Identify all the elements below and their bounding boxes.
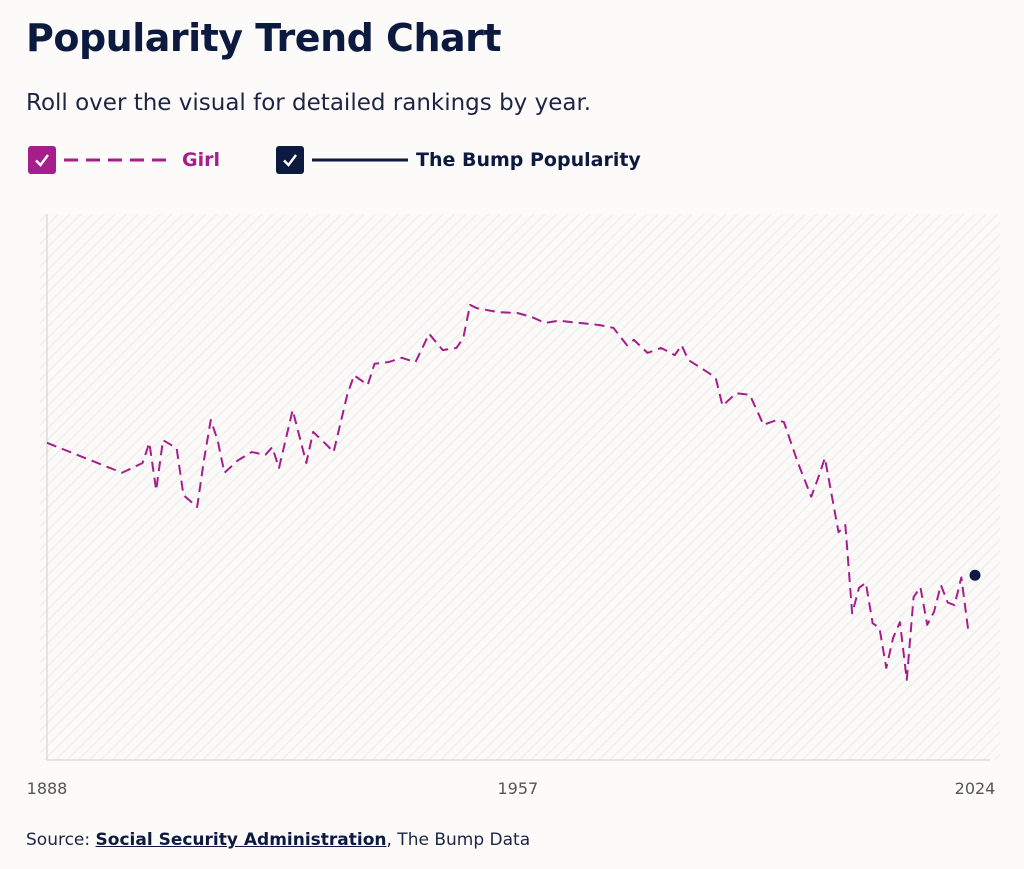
checkmark-icon	[283, 154, 297, 167]
checkmark-icon	[35, 154, 49, 167]
legend-label: Girl	[182, 149, 220, 171]
legend-dashed-line	[64, 158, 174, 162]
legend-item-girl[interactable]: Girl	[28, 146, 220, 174]
legend-solid-line	[312, 158, 408, 162]
checkbox-girl[interactable]	[28, 146, 56, 174]
legend-label: The Bump Popularity	[416, 149, 641, 171]
checkbox-bump-popularity[interactable]	[276, 146, 304, 174]
x-tick-label: 2024	[955, 779, 996, 798]
series-line-girl[interactable]	[46, 303, 970, 681]
source-suffix: , The Bump Data	[386, 830, 531, 850]
x-tick-label: 1888	[27, 779, 68, 798]
subtitle: Roll over the visual for detailed rankin…	[26, 90, 592, 116]
plot-area	[40, 214, 1000, 760]
legend-item-bump-popularity[interactable]: The Bump Popularity	[276, 146, 641, 174]
source-prefix: Source:	[26, 830, 96, 850]
chart[interactable]: 1888 1957 2024	[0, 0, 1024, 810]
series-point-the-bump-popularity[interactable]	[969, 569, 981, 581]
legend: Girl The Bump Popularity	[28, 146, 697, 174]
page-title: Popularity Trend Chart	[26, 16, 502, 60]
x-tick-label: 1957	[497, 779, 538, 798]
source-note: Source: Social Security Administration, …	[26, 830, 530, 850]
source-link[interactable]: Social Security Administration	[95, 830, 387, 850]
